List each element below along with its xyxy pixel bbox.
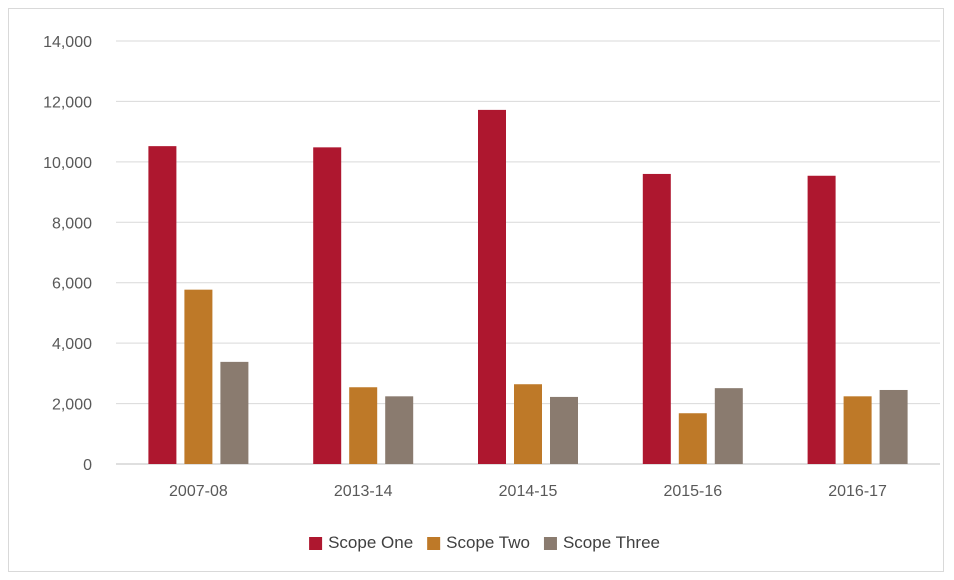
legend-label-scope-one: Scope One bbox=[328, 533, 413, 552]
bar-scope-one-2016-17 bbox=[807, 175, 836, 464]
bar-scope-one-2013-14 bbox=[313, 147, 342, 464]
bar-scope-one-2007-08 bbox=[148, 146, 177, 464]
bar-scope-two-2015-16 bbox=[678, 413, 707, 464]
legend: Scope One Scope Two Scope Three bbox=[309, 533, 660, 552]
x-tick-label: 2013-14 bbox=[334, 483, 393, 500]
y-tick-label: 14,000 bbox=[43, 34, 92, 51]
bar-scope-three-2013-14 bbox=[385, 396, 414, 464]
x-tick-label: 2014-15 bbox=[499, 483, 558, 500]
legend-swatch-scope-one bbox=[309, 537, 323, 550]
legend-swatch-scope-three bbox=[543, 537, 557, 550]
bars bbox=[148, 109, 908, 464]
y-tick-label: 8,000 bbox=[52, 215, 92, 232]
x-tick-label: 2016-17 bbox=[828, 483, 887, 500]
x-tick-label: 2015-16 bbox=[663, 483, 722, 500]
y-tick-label: 6,000 bbox=[52, 276, 92, 293]
gridlines bbox=[116, 40, 940, 465]
bar-scope-one-2015-16 bbox=[642, 173, 671, 464]
y-tick-label: 12,000 bbox=[43, 94, 92, 111]
bar-scope-three-2007-08 bbox=[220, 361, 249, 464]
y-tick-label: 0 bbox=[83, 457, 92, 474]
x-axis: 2007-08 2013-14 2014-15 2015-16 2016-17 bbox=[169, 483, 887, 500]
x-tick-label: 2007-08 bbox=[169, 483, 228, 500]
legend-label-scope-three: Scope Three bbox=[563, 533, 660, 552]
bar-scope-one-2014-15 bbox=[478, 109, 506, 464]
bar-scope-three-2016-17 bbox=[879, 389, 908, 464]
bar-scope-two-2013-14 bbox=[349, 387, 378, 464]
legend-label-scope-two: Scope Two bbox=[446, 533, 530, 552]
y-tick-label: 2,000 bbox=[52, 397, 92, 414]
bar-scope-two-2014-15 bbox=[514, 384, 542, 464]
bar-scope-two-2016-17 bbox=[843, 396, 872, 464]
legend-swatch-scope-two bbox=[427, 537, 441, 550]
y-axis: 0 2,000 4,000 6,000 8,000 10,000 12,000 14,000 bbox=[43, 34, 92, 474]
bar-scope-three-2015-16 bbox=[714, 388, 743, 464]
bar-scope-three-2014-15 bbox=[550, 396, 578, 464]
y-tick-label: 4,000 bbox=[52, 336, 92, 353]
bar-scope-two-2007-08 bbox=[184, 289, 213, 464]
y-tick-label: 10,000 bbox=[43, 155, 92, 172]
